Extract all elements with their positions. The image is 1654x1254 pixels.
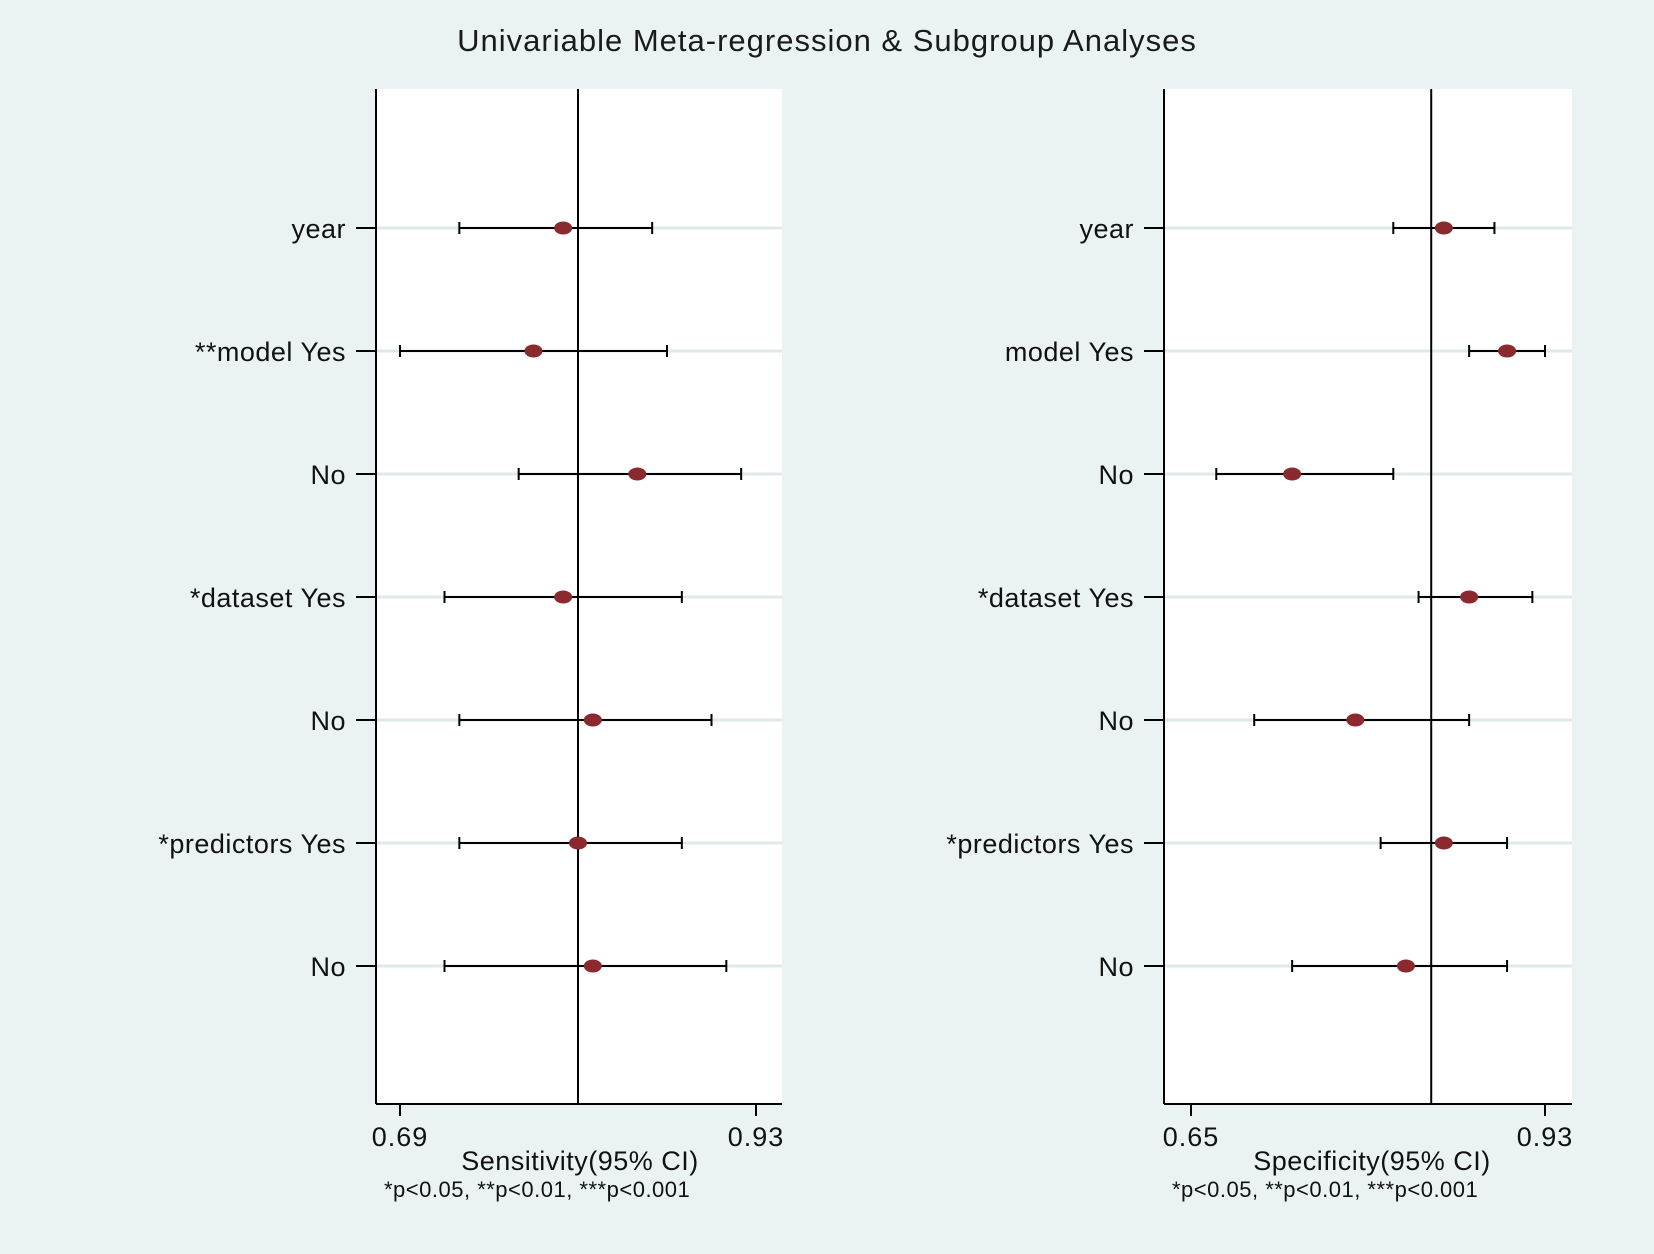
x-tick-label: 0.93 xyxy=(728,1122,785,1152)
row-label: *dataset Yes xyxy=(190,583,346,613)
point-estimate xyxy=(1283,467,1302,481)
x-tick-label: 0.65 xyxy=(1163,1122,1220,1152)
row-label: No xyxy=(310,706,346,736)
row-label: year xyxy=(1079,214,1134,244)
point-estimate xyxy=(628,467,647,481)
point-estimate xyxy=(583,713,602,727)
significance-footnote: *p<0.05, **p<0.01, ***p<0.001 xyxy=(384,1177,690,1202)
point-estimate xyxy=(569,836,587,850)
row-label: *dataset Yes xyxy=(978,583,1134,613)
point-estimate xyxy=(1346,713,1365,727)
point-estimate xyxy=(554,590,573,604)
row-label: *predictors Yes xyxy=(158,829,346,859)
row-label: No xyxy=(1098,952,1134,982)
point-estimate xyxy=(524,344,543,358)
significance-footnote: *p<0.05, **p<0.01, ***p<0.001 xyxy=(1172,1177,1478,1202)
point-estimate xyxy=(1498,344,1517,358)
point-estimate xyxy=(583,959,602,973)
sensitivity-panel: 0.69 0.93 year **model Yes No *dataset Yes No *… xyxy=(158,89,785,1202)
point-estimate xyxy=(1434,221,1453,235)
x-tick-label: 0.69 xyxy=(372,1122,429,1152)
x-tick-label: 0.93 xyxy=(1517,1122,1574,1152)
row-label: No xyxy=(1098,460,1134,490)
point-estimate xyxy=(1396,959,1415,973)
x-axis-title: Sensitivity(95% CI) xyxy=(461,1146,699,1176)
x-axis-title: Specificity(95% CI) xyxy=(1253,1146,1491,1176)
point-estimate xyxy=(1434,836,1453,850)
row-label: No xyxy=(310,460,346,490)
chart-title: Univariable Meta-regression & Subgroup A… xyxy=(457,23,1197,58)
row-label: *predictors Yes xyxy=(946,829,1134,859)
row-label: year xyxy=(291,214,346,244)
row-label: **model Yes xyxy=(195,337,346,367)
point-estimate xyxy=(554,221,573,235)
row-label: No xyxy=(310,952,346,982)
row-label: No xyxy=(1098,706,1134,736)
row-label: model Yes xyxy=(1005,337,1134,367)
point-estimate xyxy=(1460,590,1479,604)
specificity-panel: 0.65 0.93 year model Yes No *dataset Yes No *pr… xyxy=(946,89,1574,1202)
